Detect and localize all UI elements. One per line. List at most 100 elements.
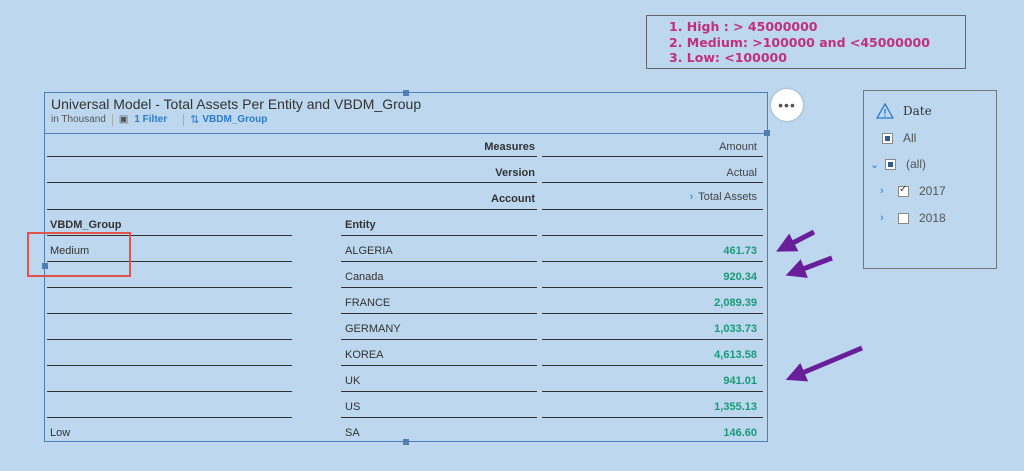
resize-handle-right[interactable] xyxy=(764,130,770,136)
divider xyxy=(542,209,763,210)
divider xyxy=(47,235,292,236)
filter-item-label: 2018 xyxy=(919,211,946,225)
divider xyxy=(47,391,292,392)
checkbox[interactable] xyxy=(882,132,893,144)
divider xyxy=(111,113,113,126)
divider xyxy=(183,113,185,126)
cube-icon: ▣ xyxy=(118,114,129,125)
divider xyxy=(542,391,763,392)
divider xyxy=(341,261,537,262)
divider xyxy=(542,417,763,418)
divider xyxy=(341,339,537,340)
divider xyxy=(341,235,537,236)
row-entity: SA xyxy=(345,427,360,439)
divider xyxy=(542,156,763,157)
widget-title: Universal Model - Total Assets Per Entit… xyxy=(51,96,422,112)
more-options-button[interactable]: ••• xyxy=(771,89,803,121)
row-entity: Canada xyxy=(345,271,384,283)
chevron-right-icon[interactable]: › xyxy=(880,212,884,224)
resize-handle-top[interactable] xyxy=(403,90,409,96)
divider xyxy=(341,417,537,418)
divider xyxy=(341,313,537,314)
divider xyxy=(542,365,763,366)
filter-title: Date xyxy=(903,104,932,118)
account-value[interactable]: › Total Assets xyxy=(545,191,757,203)
checkbox[interactable] xyxy=(898,184,909,197)
widget-header: Universal Model - Total Assets Per Entit… xyxy=(45,93,767,134)
unit-label: in Thousand xyxy=(51,114,106,125)
divider xyxy=(341,391,537,392)
arrow-uk xyxy=(785,345,863,382)
account-value-text: Total Assets xyxy=(698,191,757,203)
divider xyxy=(542,235,763,236)
group-link[interactable]: VBDM_Group xyxy=(202,114,268,125)
divider xyxy=(47,313,292,314)
version-value: Actual xyxy=(726,167,757,179)
measures-value: Amount xyxy=(719,141,757,153)
arrow-canada xyxy=(785,255,833,278)
legend-line-low: 3. Low: <100000 xyxy=(669,50,787,65)
filter-item-2018[interactable]: › 2018 xyxy=(880,211,946,225)
divider xyxy=(341,287,537,288)
chevron-right-icon[interactable]: › xyxy=(880,185,884,197)
divider xyxy=(542,261,763,262)
divider xyxy=(47,156,537,157)
row-entity: KOREA xyxy=(345,349,384,361)
checkbox[interactable] xyxy=(898,212,909,224)
filter-panel-header: Date xyxy=(876,103,932,119)
row-entity: GERMANY xyxy=(345,323,401,335)
divider xyxy=(47,287,292,288)
filter-link[interactable]: 1 Filter xyxy=(134,114,168,125)
legend-line-medium: 2. Medium: >100000 and <45000000 xyxy=(669,34,930,50)
widget-subtitle: in Thousand ▣ 1 Filter ⇅ VBDM_Group xyxy=(51,113,267,126)
measures-label: Measures xyxy=(484,141,535,153)
account-label: Account xyxy=(491,193,535,205)
row-value: 146.60 xyxy=(723,427,757,439)
row-entity: ALGERIA xyxy=(345,245,393,257)
divider xyxy=(47,209,537,210)
divider xyxy=(542,182,763,183)
row-value: 4,613.58 xyxy=(714,349,757,361)
row-value: 920.34 xyxy=(723,271,757,283)
filter-item-all-group[interactable]: ⌄ (all) xyxy=(870,157,926,171)
divider xyxy=(47,365,292,366)
divider xyxy=(542,313,763,314)
divider xyxy=(47,417,292,418)
swap-icon: ⇅ xyxy=(190,114,200,126)
divider xyxy=(542,287,763,288)
table-widget[interactable]: Universal Model - Total Assets Per Entit… xyxy=(42,90,770,445)
resize-handle-bottom[interactable] xyxy=(403,439,409,445)
column-header-group[interactable]: VBDM_Group xyxy=(50,219,122,231)
filter-item-all[interactable]: All xyxy=(882,131,916,145)
chevron-right-icon: › xyxy=(689,191,694,203)
legend-line-high: 1. High : > 45000000 xyxy=(669,19,818,34)
highlight-box xyxy=(27,232,131,277)
divider xyxy=(47,261,292,262)
divider xyxy=(542,339,763,340)
divider xyxy=(47,182,537,183)
checkbox[interactable] xyxy=(885,158,896,170)
filter-item-2017[interactable]: › 2017 xyxy=(880,184,946,199)
row-group: Medium xyxy=(50,245,90,257)
more-icon: ••• xyxy=(778,97,796,113)
arrow-algeria xyxy=(776,229,816,252)
legend-box: 1. High : > 45000000 2. Medium: >100000 … xyxy=(646,15,966,69)
column-header-entity[interactable]: Entity xyxy=(345,219,376,231)
row-value: 941.01 xyxy=(723,375,757,387)
divider xyxy=(341,365,537,366)
row-value: 1,033.73 xyxy=(714,323,757,335)
divider xyxy=(47,339,292,340)
warning-icon xyxy=(876,103,894,119)
row-value: 2,089.39 xyxy=(714,297,757,309)
row-value: 461.73 xyxy=(723,245,757,257)
date-filter-panel: Date All ⌄ (all) › 2017 › 2018 xyxy=(863,90,997,269)
row-entity: FRANCE xyxy=(345,297,391,309)
row-group: Low xyxy=(50,427,71,439)
resize-handle-left[interactable] xyxy=(42,263,48,269)
filter-item-label: All xyxy=(903,131,917,145)
row-value: 1,355.13 xyxy=(714,401,757,413)
chevron-down-icon[interactable]: ⌄ xyxy=(870,158,880,171)
version-label: Version xyxy=(495,167,535,179)
row-entity: UK xyxy=(345,375,361,387)
